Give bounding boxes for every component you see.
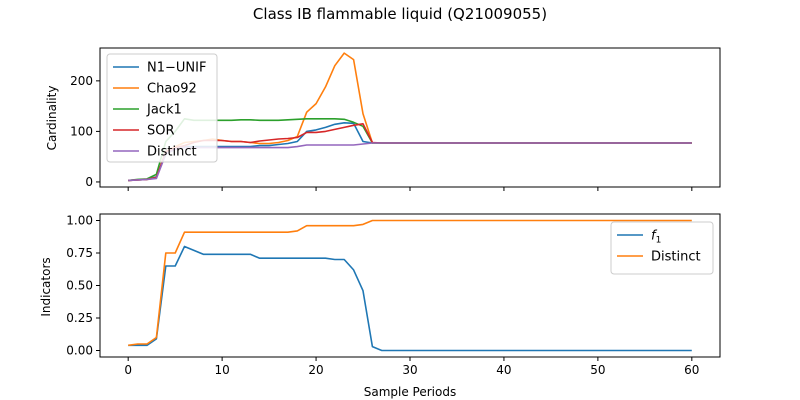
legend-box [610, 221, 714, 275]
legend-label-1: Distinct [651, 250, 701, 265]
x-tick-label-0: 0 [124, 363, 132, 377]
legend-label-0: f1 [651, 229, 661, 246]
indicators-xlabel: Sample Periods [364, 385, 456, 399]
y-tick-label-2: 200 [70, 74, 93, 88]
figure-title: Class IB flammable liquid (Q21009055) [253, 5, 547, 23]
series-line-0 [128, 245, 692, 352]
indicators-ylabel: Indicators [39, 257, 53, 316]
legend-label-4: Distinct [147, 145, 197, 160]
legend-box [106, 53, 218, 163]
y-tick-label-4: 1.00 [66, 214, 93, 228]
x-tick-label-3: 30 [402, 363, 417, 377]
series-line-1 [128, 219, 692, 347]
x-tick-label-6: 60 [684, 363, 699, 377]
x-tick-label-1: 10 [214, 363, 229, 377]
legend-label-0: N1−UNIF [147, 61, 206, 76]
cardinality-axes: 0 100 200 N1−UNIF Chao92 Jack1 SOR Distinct [70, 47, 721, 191]
legend: N1−UNIF Chao92 Jack1 SOR Distinct [106, 53, 218, 163]
y-tick-label-0: 0.00 [66, 344, 93, 358]
series-line-4 [128, 142, 692, 182]
legend-label-3: SOR [147, 124, 175, 139]
y-tick-label-2: 0.50 [66, 279, 93, 293]
legend-label-2: Jack1 [146, 103, 182, 118]
y-tick-label-3: 0.75 [66, 246, 93, 260]
cardinality-ylabel: Cardinality [45, 86, 59, 151]
x-tick-label-4: 40 [496, 363, 511, 377]
x-tick-label-5: 50 [590, 363, 605, 377]
legend-label-1: Chao92 [147, 82, 197, 97]
x-tick-label-2: 20 [308, 363, 323, 377]
legend: f1 Distinct [610, 221, 714, 275]
y-tick-label-1: 100 [70, 124, 93, 138]
indicators-axes: 0 10 20 30 40 50 60 0.00 0.25 0.50 0.75 1.00 f1 Disti… [66, 213, 721, 377]
y-tick-label-1: 0.25 [66, 311, 93, 325]
series-group [128, 219, 692, 352]
y-tick-label-0: 0 [85, 175, 93, 189]
series-group [128, 52, 692, 182]
